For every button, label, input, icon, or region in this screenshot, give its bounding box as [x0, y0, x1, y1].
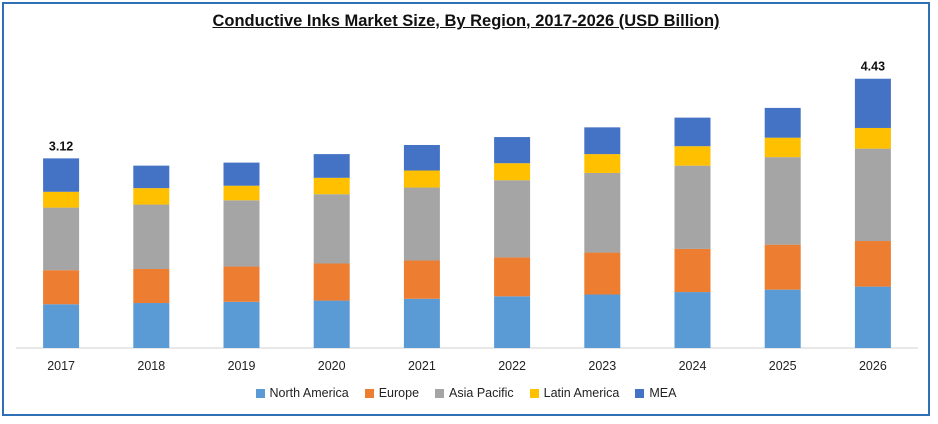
bar-segment-mea-2017	[43, 158, 80, 192]
bar-segment-north-america-2019	[223, 301, 260, 348]
legend-label-mea: MEA	[649, 386, 677, 400]
bar-segment-mea-2024	[674, 117, 711, 147]
bar-segment-mea-2023	[584, 127, 621, 155]
bar-segment-latin-america-2020	[313, 177, 350, 195]
bar-segment-europe-2017	[43, 270, 80, 305]
bar-segment-mea-2022	[494, 137, 531, 164]
bar-segment-europe-2021	[403, 260, 440, 299]
bar-segment-north-america-2024	[674, 292, 711, 348]
bar-segment-latin-america-2021	[403, 170, 440, 188]
x-tick-label-2025: 2025	[769, 359, 797, 373]
legend-swatch-asia-pacific	[435, 388, 445, 398]
legend-swatch-europe	[364, 388, 374, 398]
bar-segment-europe-2023	[584, 252, 621, 295]
x-tick-label-2017: 2017	[47, 359, 75, 373]
bar-segment-europe-2018	[133, 268, 170, 304]
bar-segment-europe-2024	[674, 248, 711, 293]
x-tick-label-2023: 2023	[588, 359, 616, 373]
x-tick-label-2018: 2018	[137, 359, 165, 373]
bar-segment-north-america-2018	[133, 303, 170, 348]
bar-segment-europe-2020	[313, 263, 350, 301]
bar-segment-north-america-2026	[854, 286, 891, 348]
bar-segment-mea-2018	[133, 165, 170, 189]
bar-segment-north-america-2023	[584, 294, 621, 348]
bar-segment-asia-pacific-2020	[313, 194, 350, 264]
bar-segment-europe-2019	[223, 266, 260, 302]
bar-segment-north-america-2025	[764, 289, 801, 348]
legend-item-latin-america: Latin America	[529, 386, 620, 400]
bar-segment-latin-america-2026	[854, 127, 891, 149]
legend-item-europe: Europe	[364, 386, 420, 400]
bar-segment-asia-pacific-2017	[43, 207, 80, 271]
bar-segment-mea-2026	[854, 78, 891, 128]
bar-segment-mea-2019	[223, 162, 260, 186]
bar-segment-latin-america-2022	[494, 163, 531, 181]
legend-label-asia-pacific: Asia Pacific	[449, 386, 514, 400]
bar-segment-asia-pacific-2022	[494, 180, 531, 258]
bar-segment-europe-2022	[494, 257, 531, 297]
bar-segment-latin-america-2024	[674, 146, 711, 166]
data-label-2017: 3.12	[49, 139, 73, 153]
x-tick-label-2022: 2022	[498, 359, 526, 373]
legend-label-north-america: North America	[269, 386, 349, 400]
bar-segment-north-america-2021	[403, 298, 440, 348]
bar-segment-mea-2025	[764, 107, 801, 138]
bar-segment-mea-2020	[313, 154, 350, 178]
bar-segment-asia-pacific-2023	[584, 172, 621, 253]
bar-segment-latin-america-2018	[133, 188, 170, 205]
chart-title: Conductive Inks Market Size, By Region, …	[212, 12, 720, 30]
legend-item-mea: MEA	[635, 386, 676, 400]
bar-segment-north-america-2017	[43, 304, 80, 348]
legend-label-europe: Europe	[378, 386, 420, 400]
legend-swatch-latin-america	[529, 388, 539, 398]
bar-segment-mea-2021	[403, 144, 440, 171]
bar-segment-asia-pacific-2025	[764, 157, 801, 245]
bar-segment-latin-america-2025	[764, 137, 801, 158]
legend: North America Europe Asia Pacific Latin Ame…	[0, 386, 932, 400]
x-tick-label-2026: 2026	[859, 359, 887, 373]
bar-segment-north-america-2022	[494, 296, 531, 348]
bar-segment-asia-pacific-2024	[674, 165, 711, 249]
bar-segment-north-america-2020	[313, 300, 350, 348]
bar-segment-europe-2025	[764, 244, 801, 290]
bar-segment-asia-pacific-2018	[133, 204, 170, 269]
bar-segment-latin-america-2019	[223, 185, 260, 201]
bar-segment-europe-2026	[854, 241, 891, 287]
data-label-2026: 4.43	[861, 60, 885, 74]
legend-swatch-mea	[635, 388, 645, 398]
x-tick-label-2024: 2024	[679, 359, 707, 373]
legend-item-north-america: North America	[255, 386, 349, 400]
x-tick-label-2020: 2020	[318, 359, 346, 373]
bar-segment-asia-pacific-2021	[403, 187, 440, 261]
legend-item-asia-pacific: Asia Pacific	[435, 386, 514, 400]
bar-segment-asia-pacific-2026	[854, 148, 891, 242]
legend-swatch-north-america	[255, 388, 265, 398]
x-tick-label-2021: 2021	[408, 359, 436, 373]
bar-segment-asia-pacific-2019	[223, 200, 260, 267]
bar-segment-latin-america-2023	[584, 154, 621, 173]
x-tick-label-2019: 2019	[228, 359, 256, 373]
bar-segment-latin-america-2017	[43, 191, 80, 208]
legend-label-latin-america: Latin America	[543, 386, 620, 400]
